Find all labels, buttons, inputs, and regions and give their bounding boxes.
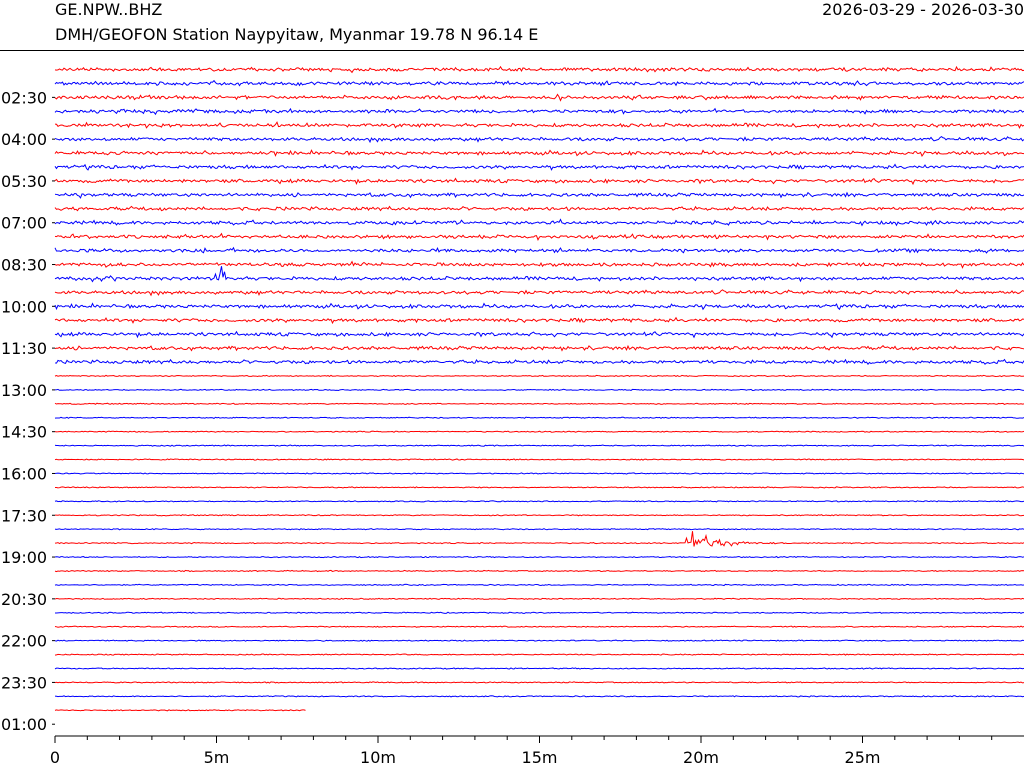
trace-row (54, 514, 1024, 517)
station-description: DMH/GEOFON Station Naypyitaw, Myanmar 19… (55, 25, 539, 44)
trace-row (54, 302, 1024, 311)
date-range: 2026-03-29 - 2026-03-30 (822, 0, 1024, 19)
y-tick-label: 17:30 (1, 506, 47, 525)
x-tick-label: 0 (50, 748, 60, 767)
trace-row (54, 402, 1024, 405)
trace-row (54, 191, 1024, 199)
trace-row (54, 260, 1024, 269)
trace-row (54, 79, 1024, 87)
trace-row (54, 681, 1024, 684)
trace-row (54, 597, 1024, 600)
y-tick-label: 23:30 (1, 673, 47, 692)
trace-group (54, 65, 1024, 712)
x-tick-label: 20m (683, 748, 719, 767)
trace-row (54, 611, 1024, 614)
y-tick-label: 22:00 (1, 632, 47, 651)
y-tick-label: 07:00 (1, 214, 47, 233)
trace-row (54, 528, 1024, 531)
x-tick-label: 5m (204, 748, 230, 767)
trace-row (54, 289, 1024, 297)
trace-row (54, 358, 1024, 365)
trace-row (54, 444, 1024, 447)
trace-row (54, 136, 1024, 144)
trace-row (54, 374, 1024, 378)
trace-row (54, 625, 1024, 628)
y-axis: 02:30 04:00 05:30 07:00 08:30 10:00 11:30 13:00… (1, 88, 55, 734)
y-tick-label: 08:30 (1, 256, 47, 275)
trace-row (54, 149, 1024, 158)
x-tick-label: 15m (522, 748, 558, 767)
y-tick-label: 20:30 (1, 590, 47, 609)
x-axis: 0 5m 10m 15m 20m 25m (50, 735, 1024, 767)
trace-row (54, 416, 1024, 419)
trace-row (54, 177, 1024, 186)
trace-row (54, 246, 1024, 254)
trace-row (54, 218, 1024, 227)
y-tick-label: 19:00 (1, 548, 47, 567)
trace-row (54, 330, 1024, 339)
trace-row (54, 555, 1024, 559)
trace-row (54, 639, 1024, 642)
trace-row (54, 458, 1024, 461)
trace-row (54, 121, 1024, 130)
trace-row (54, 531, 1024, 547)
y-tick-label: 14:30 (1, 423, 47, 442)
trace-row (54, 163, 1024, 171)
trace-row (54, 500, 1024, 503)
trace-row (54, 695, 1024, 698)
trace-row (54, 65, 1024, 74)
trace-row (54, 486, 1024, 489)
trace-row (54, 205, 1024, 212)
y-tick-label: 04:00 (1, 130, 47, 149)
header-divider (0, 50, 1024, 51)
x-tick-label: 25m (845, 748, 881, 767)
trace-row (54, 667, 1024, 670)
y-tick-label: 13:00 (1, 381, 47, 400)
trace-row (54, 472, 1024, 475)
trace-row (54, 569, 1024, 573)
y-tick-label: 10:00 (1, 297, 47, 316)
trace-row (54, 93, 1024, 102)
x-tick-label: 10m (360, 748, 396, 767)
trace-row (54, 316, 1024, 325)
trace-row (54, 583, 1024, 587)
trace-row (54, 709, 306, 712)
y-tick-label: 11:30 (1, 339, 47, 358)
y-tick-label: 01:00 (1, 715, 47, 734)
trace-row (54, 107, 1024, 116)
y-tick-label: 02:30 (1, 88, 47, 107)
trace-row (54, 653, 1024, 656)
station-code: GE.NPW..BHZ (55, 0, 163, 19)
trace-row (54, 430, 1024, 433)
trace-row (54, 266, 1024, 283)
trace-row (54, 232, 1024, 241)
trace-row (54, 388, 1024, 392)
y-tick-label: 16:00 (1, 464, 47, 483)
trace-row (54, 344, 1024, 352)
y-tick-label: 05:30 (1, 172, 47, 191)
